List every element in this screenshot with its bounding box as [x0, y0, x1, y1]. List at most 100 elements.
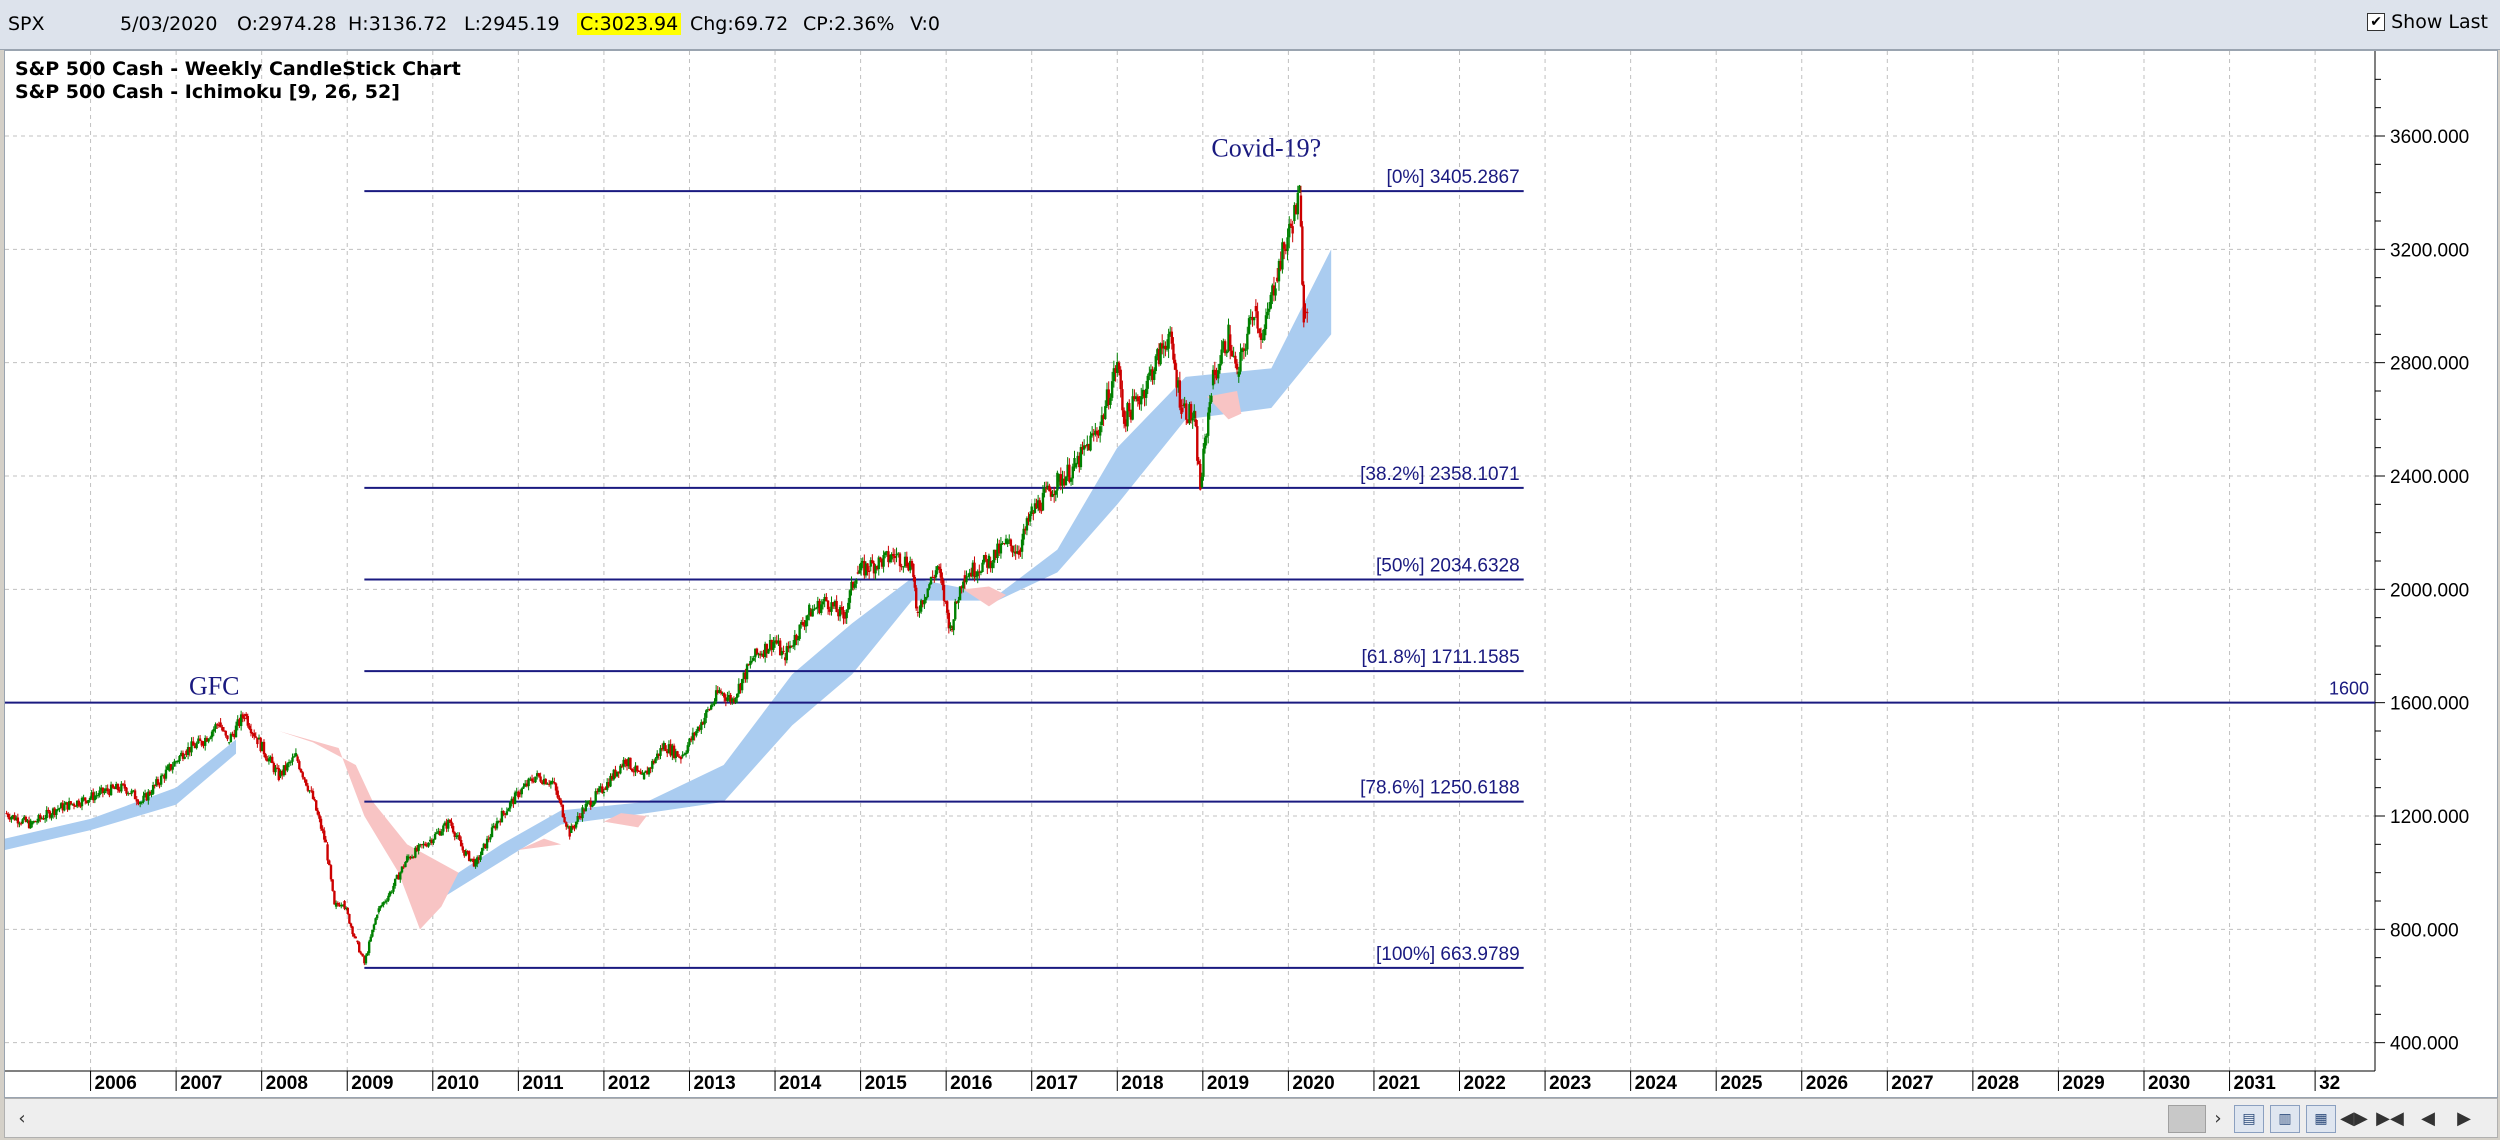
candle: [74, 805, 77, 807]
candle: [739, 682, 742, 694]
scroll-end-icon[interactable]: ▶◀: [2376, 1107, 2404, 1129]
candle-body: [254, 736, 257, 738]
candle-body: [202, 742, 205, 746]
candle-body: [755, 648, 759, 655]
candle-body: [674, 751, 677, 758]
candle: [571, 824, 575, 830]
y-tick-label: 400.000: [2390, 1034, 2459, 1055]
candle: [1068, 458, 1071, 484]
fit-icon[interactable]: ▦: [2306, 1105, 2336, 1133]
step-right-icon[interactable]: ▶: [2457, 1107, 2471, 1129]
show-last-checkbox[interactable]: ✔: [2367, 13, 2386, 31]
y-tick-label: 1600.000: [2390, 694, 2469, 715]
candle-body: [333, 890, 336, 905]
candle: [358, 941, 361, 953]
candle-body: [625, 759, 629, 767]
candle: [66, 802, 69, 812]
scrollbar-thumb[interactable]: [2168, 1105, 2206, 1133]
candle: [871, 554, 874, 564]
candle-body: [133, 790, 137, 800]
candle: [1152, 367, 1156, 385]
candle-body: [1059, 474, 1063, 486]
candle: [957, 596, 960, 610]
candle-body: [385, 900, 389, 902]
candle-body: [1006, 540, 1009, 544]
candle-body: [994, 549, 997, 559]
candle: [1128, 399, 1131, 418]
candle: [93, 791, 97, 804]
candle: [374, 917, 377, 925]
candle: [581, 804, 584, 822]
candle: [788, 640, 792, 653]
chart-area[interactable]: 3600.000 3200.000 2800.000 2400.000 2000.000…: [4, 50, 2498, 1098]
candle-body: [801, 622, 805, 625]
candle-body: [324, 839, 328, 843]
candle-body: [1223, 341, 1227, 354]
candle-body: [976, 571, 979, 577]
candle: [352, 933, 356, 939]
candle-body: [1057, 474, 1061, 482]
candle: [984, 552, 987, 562]
scroll-start-icon[interactable]: ◀▶: [2340, 1107, 2368, 1129]
horizontal-scrollbar[interactable]: ‹ › ▤ ▥ ▦ ◀▶ ▶◀ ◀ ▶: [4, 1098, 2498, 1138]
candle-body: [520, 788, 523, 795]
candle-body: [87, 800, 90, 804]
candle-body: [7, 813, 10, 818]
candle-body: [858, 570, 861, 574]
candle-body: [266, 758, 269, 762]
candle-body: [458, 835, 461, 841]
candle: [874, 564, 877, 581]
candle-body: [893, 556, 897, 559]
candle: [1271, 283, 1274, 305]
candle-body: [553, 782, 556, 784]
candle: [803, 619, 806, 631]
candle: [811, 605, 814, 617]
candle-body: [259, 737, 262, 752]
candle-body: [153, 784, 156, 786]
candle: [348, 913, 351, 924]
candle: [422, 841, 425, 849]
candle-body: [236, 719, 239, 726]
ichimoku-cloud-bear: [1207, 391, 1242, 420]
candle: [931, 570, 934, 579]
zoom-out-icon[interactable]: ▥: [2270, 1105, 2300, 1133]
candle: [343, 900, 346, 911]
candle-body: [711, 704, 715, 706]
candle: [1244, 343, 1247, 357]
scroll-left-icon[interactable]: ‹: [18, 1107, 26, 1129]
candle: [287, 759, 291, 768]
candle-body: [222, 730, 226, 732]
candle: [1210, 393, 1213, 404]
ichimoku-cloud-bear: [518, 838, 562, 850]
candle: [654, 756, 657, 764]
candle-body: [395, 874, 399, 879]
candle-body: [104, 788, 108, 792]
candle: [1049, 487, 1053, 502]
candle: [1006, 538, 1009, 548]
candle-body: [1064, 476, 1068, 486]
candle-body: [209, 737, 212, 739]
candle-body: [963, 575, 967, 583]
candle: [809, 608, 813, 617]
zoom-in-icon[interactable]: ▤: [2234, 1105, 2264, 1133]
candle: [529, 776, 532, 781]
show-last-toggle[interactable]: ✔ Show Last: [2367, 11, 2488, 33]
candle-body: [547, 783, 551, 785]
candle: [316, 807, 320, 816]
candle: [1036, 494, 1040, 512]
candle: [1126, 401, 1129, 432]
scroll-right-icon[interactable]: ›: [2214, 1107, 2222, 1129]
candle-body: [453, 832, 456, 837]
step-left-icon[interactable]: ◀: [2421, 1107, 2435, 1129]
candle-body: [701, 722, 705, 725]
candle-body: [1128, 403, 1131, 412]
candle: [723, 692, 726, 703]
candle-body: [910, 561, 914, 567]
candle: [923, 594, 926, 609]
candlestick-chart[interactable]: 3600.0003200.0002800.0002400.0002000.000…: [5, 51, 2497, 1097]
candle-body: [414, 847, 417, 858]
candle-body: [1197, 460, 1200, 464]
candle-body: [642, 772, 646, 780]
candle: [257, 734, 261, 740]
candle-body: [198, 738, 202, 741]
